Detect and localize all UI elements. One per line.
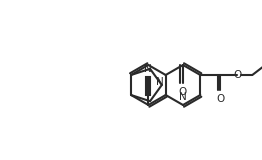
Text: N: N — [144, 64, 152, 74]
Text: N: N — [179, 92, 187, 102]
Text: N: N — [156, 77, 164, 87]
Text: O: O — [216, 94, 225, 104]
Text: O: O — [233, 70, 242, 80]
Text: O: O — [179, 87, 187, 97]
